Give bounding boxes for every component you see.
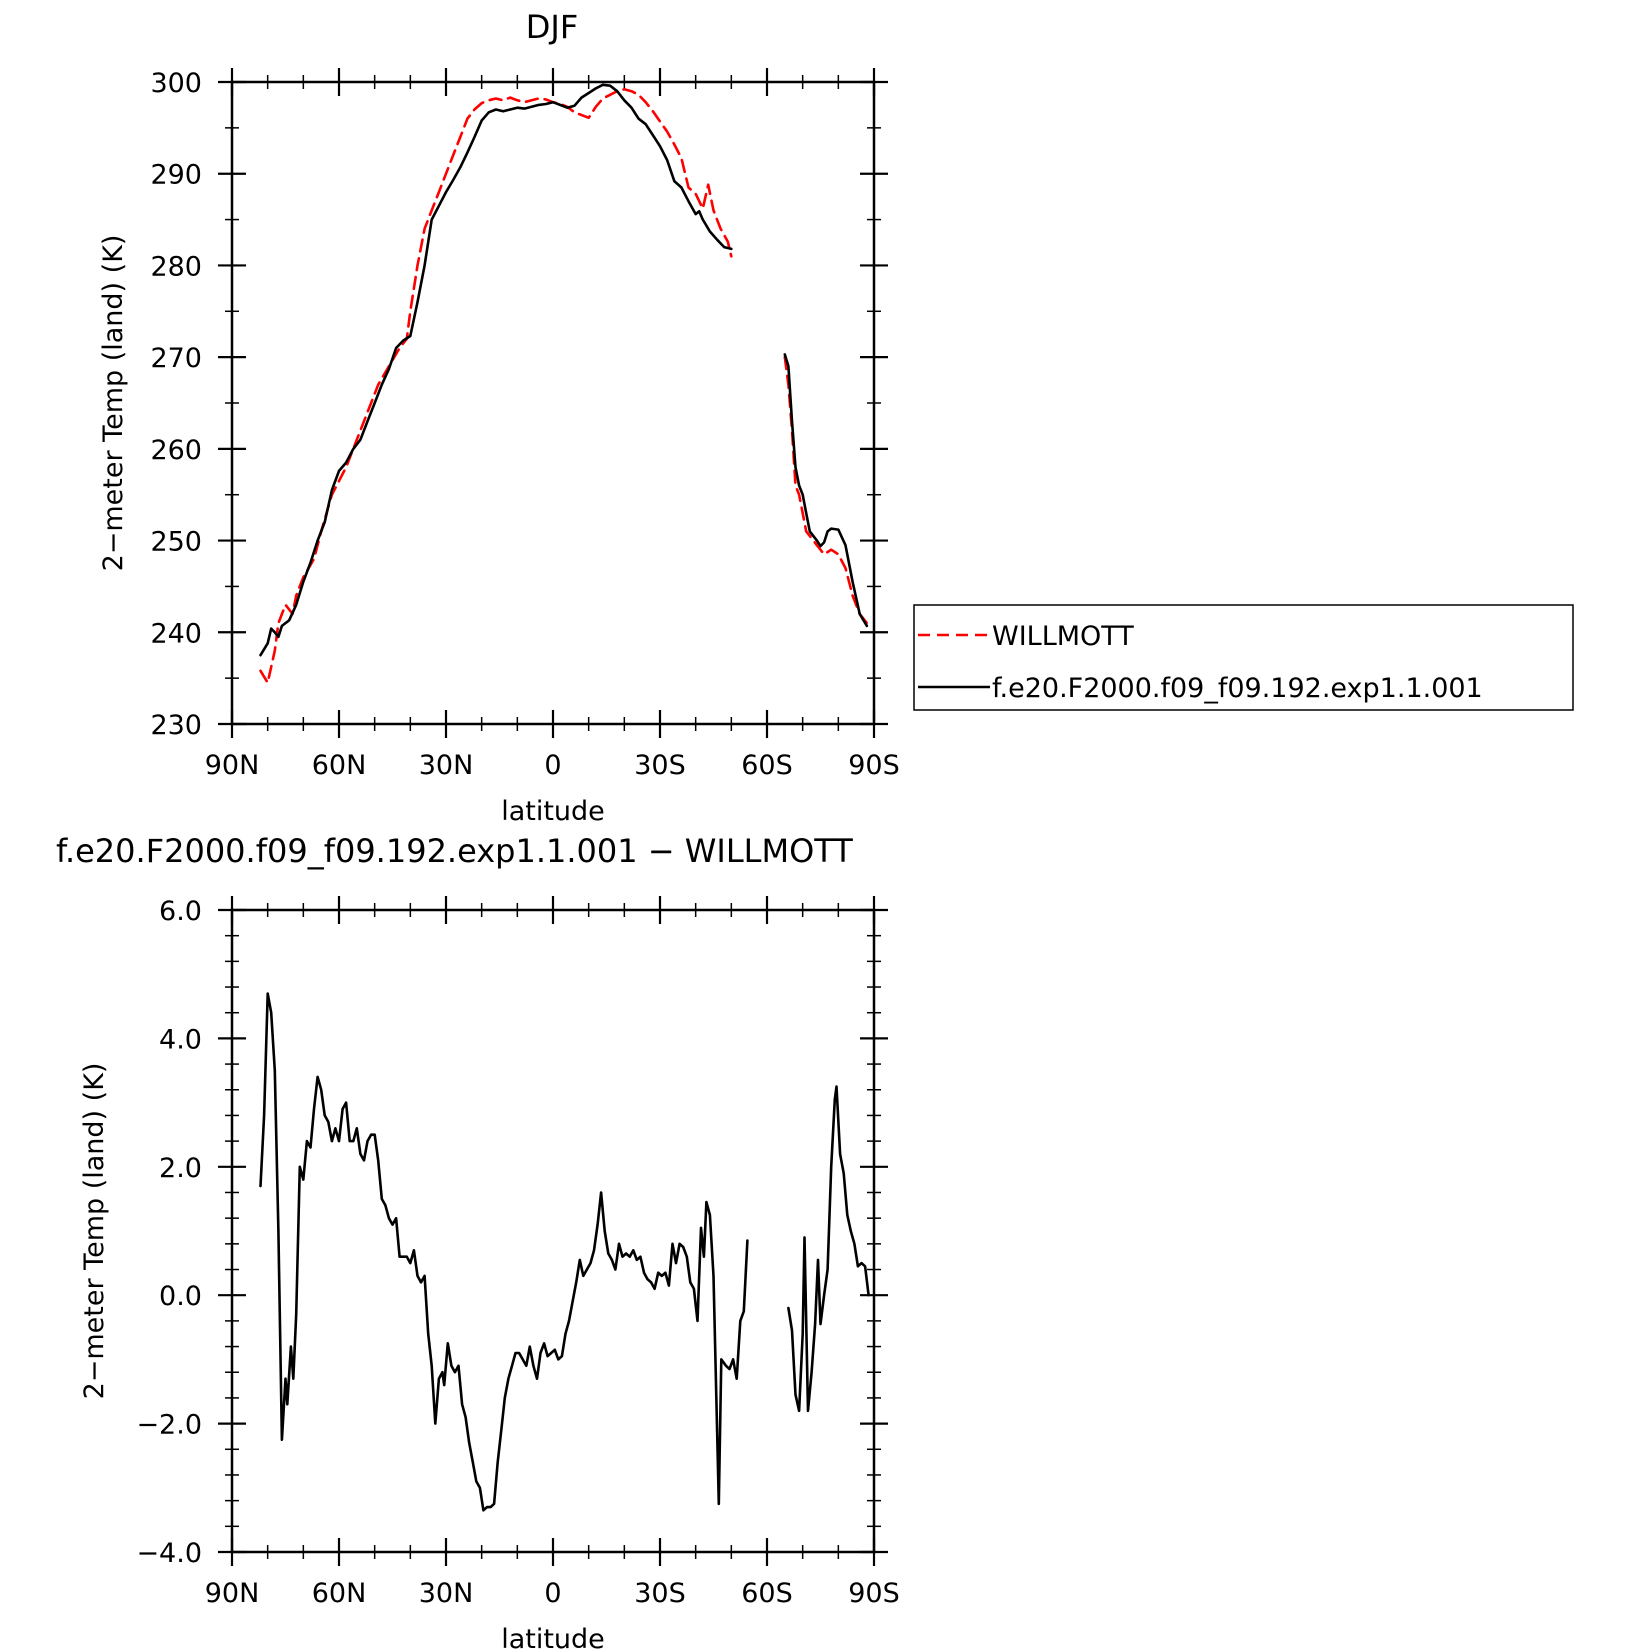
x-tick-label: 30S <box>634 750 686 781</box>
y-tick-label: 240 <box>150 618 202 649</box>
y-tick-label: 280 <box>150 251 202 282</box>
chart-temperature: DJF 230 240 250 260 270 280 290 300 90N 60N 30N 0 3… <box>98 8 900 827</box>
series-layer <box>259 83 869 685</box>
y-tick-label: 2.0 <box>159 1153 202 1184</box>
y-tick-label: 290 <box>150 160 202 191</box>
series-line-willmott <box>783 355 869 625</box>
x-axis-label: latitude <box>501 1624 605 1652</box>
x-tick-label: 0 <box>544 750 561 781</box>
x-tick-label: 0 <box>544 1578 561 1609</box>
legend: WILLMOTT f.e20.F2000.f09_f09.192.exp1.1.… <box>913 604 1574 711</box>
tick-marks <box>218 896 888 1566</box>
x-tick-labels: 90N 60N 30N 0 30S 60S 90S <box>205 750 900 781</box>
legend-label-willmott: WILLMOTT <box>992 621 1134 652</box>
x-tick-label: 90S <box>848 750 900 781</box>
y-tick-label: 6.0 <box>159 896 202 927</box>
tick-marks <box>218 68 888 738</box>
x-tick-label: 60N <box>312 1578 367 1609</box>
x-tick-label: 90N <box>205 750 260 781</box>
series-line-f-e20-f2000-f09-f09-192-exp1-1-001 <box>259 83 733 657</box>
y-tick-label: 260 <box>150 435 202 466</box>
y-tick-label: 300 <box>150 68 202 99</box>
y-tick-label: −2.0 <box>136 1410 202 1441</box>
series-line-difference <box>787 1085 870 1413</box>
y-tick-label: 270 <box>150 343 202 374</box>
x-tick-labels: 90N 60N 30N 0 30S 60S 90S <box>205 1578 900 1609</box>
chart-title: DJF <box>526 8 578 46</box>
legend-label-model: f.e20.F2000.f09_f09.192.exp1.1.001 <box>992 673 1483 704</box>
x-axis-label: latitude <box>501 796 605 827</box>
chart-difference: f.e20.F2000.f09_f09.192.exp1.1.001 − WIL… <box>56 832 900 1652</box>
y-tick-label: −4.0 <box>136 1538 202 1569</box>
series-line-difference <box>259 992 749 1512</box>
y-tick-labels: −4.0 −2.0 0.0 2.0 4.0 6.0 <box>136 896 202 1569</box>
x-tick-label: 30N <box>419 750 474 781</box>
y-axis-label: 2−meter Temp (land) (K) <box>98 235 129 572</box>
legend-box <box>913 604 1574 711</box>
plot-frame <box>230 80 876 726</box>
x-tick-label: 60S <box>741 1578 793 1609</box>
y-tick-label: 0.0 <box>159 1281 202 1312</box>
y-axis-label: 2−meter Temp (land) (K) <box>79 1063 110 1400</box>
plot-frame <box>230 908 876 1554</box>
x-tick-label: 30S <box>634 1578 686 1609</box>
x-tick-label: 60N <box>312 750 367 781</box>
chart-title-difference: f.e20.F2000.f09_f09.192.exp1.1.001 − WIL… <box>56 832 853 870</box>
x-tick-label: 90N <box>205 1578 260 1609</box>
y-tick-label: 250 <box>150 527 202 558</box>
series-line-f-e20-f2000-f09-f09-192-exp1-1-001 <box>783 353 869 628</box>
y-tick-label: 230 <box>150 710 202 741</box>
x-tick-label: 30N <box>419 1578 474 1609</box>
x-tick-label: 90S <box>848 1578 900 1609</box>
y-tick-label: 4.0 <box>159 1024 202 1055</box>
series-line-willmott <box>259 88 733 685</box>
x-tick-label: 60S <box>741 750 793 781</box>
y-tick-labels: 230 240 250 260 270 280 290 300 <box>150 68 202 741</box>
series-layer <box>259 992 870 1512</box>
